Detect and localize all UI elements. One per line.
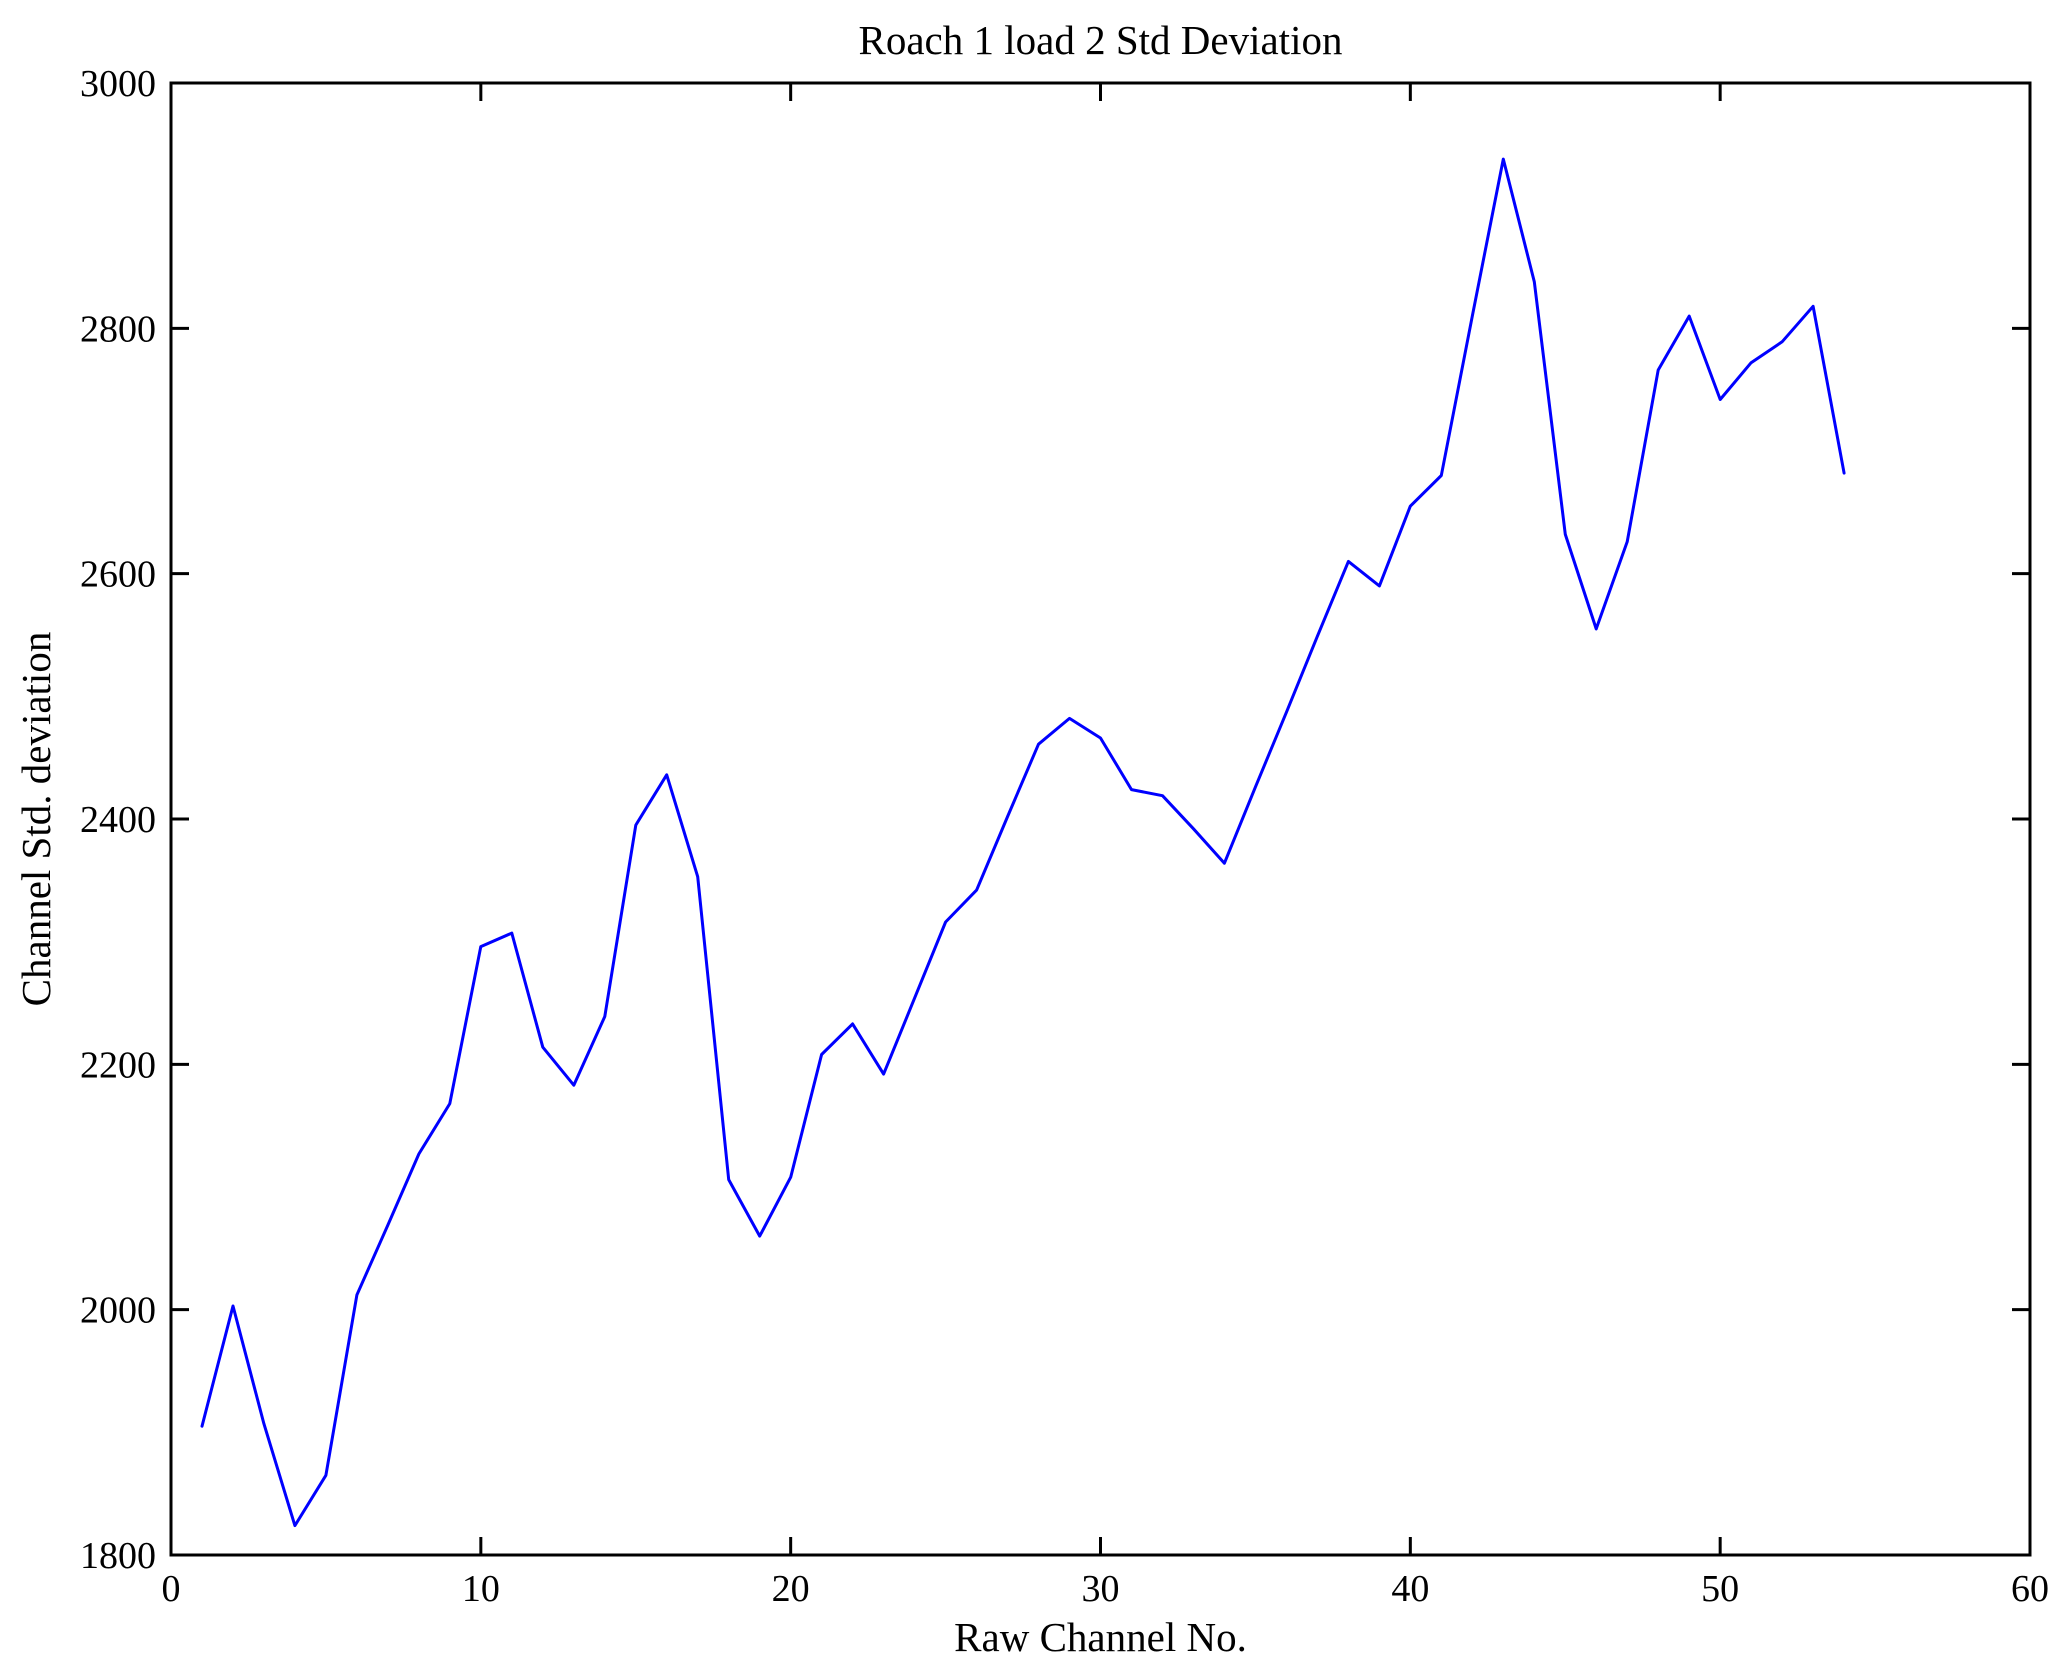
x-tick-label: 40 <box>1391 1568 1429 1610</box>
y-tick-label: 2400 <box>80 799 156 841</box>
x-tick-label: 60 <box>2011 1568 2049 1610</box>
y-axis-label: Channel Std. deviation <box>13 631 59 1007</box>
y-tick-label: 2800 <box>80 308 156 350</box>
y-tick-label: 2000 <box>80 1290 156 1332</box>
x-tick-label: 20 <box>772 1568 810 1610</box>
y-tick-label: 2200 <box>80 1044 156 1086</box>
x-tick-label: 10 <box>462 1568 500 1610</box>
y-tick-label: 3000 <box>80 63 156 105</box>
x-tick-label: 50 <box>1701 1568 1739 1610</box>
x-tick-label: 0 <box>162 1568 181 1610</box>
x-tick-label: 30 <box>1082 1568 1120 1610</box>
y-tick-label: 2600 <box>80 554 156 596</box>
x-axis-label: Raw Channel No. <box>954 1614 1247 1660</box>
y-tick-label: 1800 <box>80 1535 156 1577</box>
plot-box <box>169 81 2032 1557</box>
data-series-line <box>200 157 1846 1528</box>
chart-title: Roach 1 load 2 Std Deviation <box>858 17 1343 63</box>
